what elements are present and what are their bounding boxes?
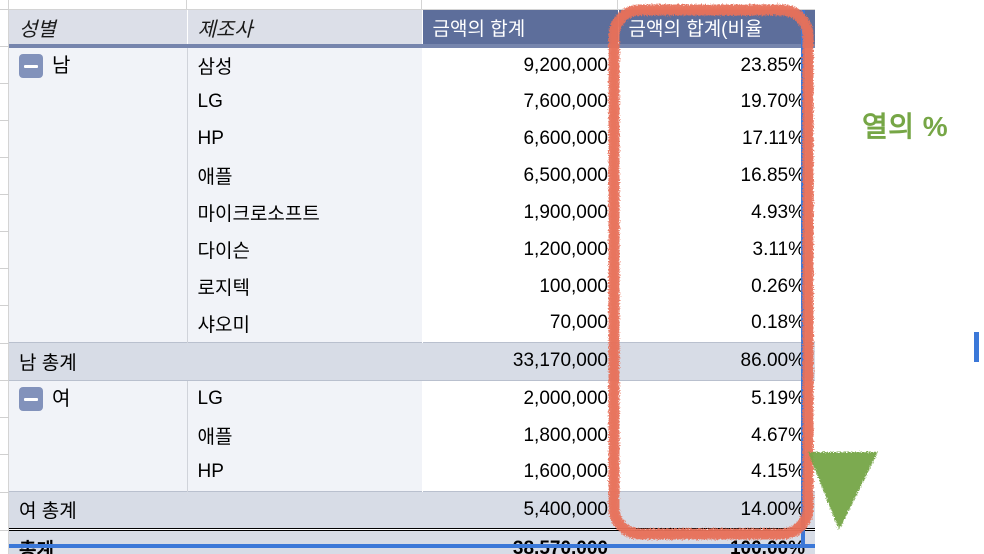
cell-gender[interactable]: [9, 83, 188, 120]
gender-label: 남: [52, 54, 71, 77]
cell-manufacturer[interactable]: [187, 490, 422, 530]
cell-amount-percent[interactable]: 0.18%: [618, 305, 815, 342]
cell-amount-percent[interactable]: 4.15%: [618, 454, 815, 491]
cell-manufacturer[interactable]: 삼성: [187, 46, 423, 83]
green-down-arrow-annotation: [808, 22, 878, 530]
cell-amount-sum[interactable]: 38,570,000: [422, 527, 618, 554]
table-row[interactable]: 여 총계 5,400,000 14.00%: [9, 490, 815, 530]
cell-manufacturer[interactable]: LG: [187, 380, 423, 417]
gender-group-cell: 남: [19, 53, 177, 78]
selection-marker-right-edge: [974, 332, 979, 362]
cell-amount-percent[interactable]: 3.11%: [618, 231, 815, 268]
cell-manufacturer[interactable]: [187, 527, 422, 554]
cell-amount-percent[interactable]: 4.67%: [618, 417, 815, 454]
column-header-gender[interactable]: 성별: [9, 10, 188, 48]
cell-gender[interactable]: 여 총계: [9, 490, 187, 530]
cell-amount-percent[interactable]: 16.85%: [618, 157, 815, 194]
cell-amount-sum[interactable]: 1,800,000: [422, 417, 618, 454]
cell-amount-percent[interactable]: 14.00%: [618, 490, 815, 530]
cell-manufacturer[interactable]: 애플: [187, 417, 423, 454]
table-header-row: 성별 제조사 금액의 합계 금액의 합계(비율: [9, 10, 815, 48]
selection-border-right: [801, 10, 805, 548]
cell-gender[interactable]: 여: [9, 380, 188, 417]
cell-amount-sum[interactable]: 33,170,000: [422, 341, 618, 381]
table-row[interactable]: 샤오미 70,000 0.18%: [9, 305, 815, 342]
cell-gender[interactable]: [9, 194, 188, 231]
cell-amount-percent[interactable]: 17.11%: [618, 120, 815, 157]
cell-gender[interactable]: [9, 454, 188, 491]
cell-manufacturer[interactable]: 마이크로소프트: [187, 194, 423, 231]
cell-amount-percent[interactable]: 5.19%: [618, 380, 815, 417]
table-row[interactable]: 다이슨 1,200,000 3.11%: [9, 231, 815, 268]
cell-gender[interactable]: [9, 417, 188, 454]
table-row[interactable]: 마이크로소프트 1,900,000 4.93%: [9, 194, 815, 231]
cell-manufacturer[interactable]: 애플: [187, 157, 423, 194]
cell-amount-sum[interactable]: 2,000,000: [422, 380, 618, 417]
cell-amount-sum[interactable]: 7,600,000: [422, 83, 618, 120]
cell-amount-sum[interactable]: 100,000: [422, 268, 618, 305]
pivot-table-sheet[interactable]: 성별 제조사 금액의 합계 금액의 합계(비율 남 삼성 9,200,000 23.8…: [0, 0, 815, 554]
sheet-row-above-header: [9, 0, 815, 10]
cell-gender[interactable]: 총계: [9, 527, 187, 554]
cell-amount-percent[interactable]: 100.00%: [618, 527, 815, 554]
selection-border-bottom: [9, 544, 815, 548]
cell-amount-percent[interactable]: 4.93%: [618, 194, 815, 231]
minus-icon[interactable]: [19, 386, 43, 411]
minus-icon[interactable]: [19, 53, 43, 78]
row-header-gutter: [0, 0, 9, 554]
column-header-amount[interactable]: 금액의 합계: [422, 10, 619, 48]
cell-amount-percent[interactable]: 23.85%: [618, 46, 815, 83]
gender-label: 여: [52, 387, 71, 410]
table-row[interactable]: HP 6,600,000 17.11%: [9, 120, 815, 157]
table-row[interactable]: 애플 6,500,000 16.85%: [9, 157, 815, 194]
cell-amount-sum[interactable]: 6,500,000: [422, 157, 618, 194]
column-header-maker[interactable]: 제조사: [187, 10, 423, 48]
cell-manufacturer[interactable]: [187, 341, 422, 381]
table-row[interactable]: 애플 1,800,000 4.67%: [9, 417, 815, 454]
gender-group-cell: 여: [19, 386, 177, 411]
column-header-percent[interactable]: 금액의 합계(비율: [618, 10, 815, 48]
cell-gender[interactable]: 남 총계: [9, 341, 187, 381]
annotation-label-column-percent: 열의 %: [862, 111, 949, 142]
cell-manufacturer[interactable]: 샤오미: [187, 305, 423, 342]
cell-gender[interactable]: [9, 120, 188, 157]
table-row[interactable]: LG 7,600,000 19.70%: [9, 83, 815, 120]
table-row[interactable]: 여 LG 2,000,000 5.19%: [9, 380, 815, 417]
cell-manufacturer[interactable]: LG: [187, 83, 423, 120]
cell-amount-percent[interactable]: 19.70%: [618, 83, 815, 120]
table-row[interactable]: HP 1,600,000 4.15%: [9, 454, 815, 491]
cell-gender[interactable]: [9, 157, 188, 194]
table-row[interactable]: 총계 38,570,000100.00%: [9, 527, 815, 554]
cell-amount-percent[interactable]: 86.00%: [618, 341, 815, 381]
cell-amount-percent[interactable]: 0.26%: [618, 268, 815, 305]
table-row[interactable]: 로지텍 100,000 0.26%: [9, 268, 815, 305]
cell-manufacturer[interactable]: 로지텍: [187, 268, 423, 305]
cell-manufacturer[interactable]: HP: [187, 120, 423, 157]
cell-manufacturer[interactable]: HP: [187, 454, 423, 491]
cell-gender[interactable]: [9, 305, 188, 342]
cell-gender[interactable]: [9, 268, 188, 305]
table-row[interactable]: 남 총계 33,170,000 86.00%: [9, 341, 815, 381]
table-row[interactable]: 남 삼성 9,200,000 23.85%: [9, 46, 815, 83]
cell-manufacturer[interactable]: 다이슨: [187, 231, 423, 268]
table-body: 남 삼성 9,200,000 23.85% LG 7,600,000 19.70% HP 6,6…: [9, 46, 815, 554]
cell-amount-sum[interactable]: 9,200,000: [422, 46, 618, 83]
cell-gender[interactable]: [9, 231, 188, 268]
cell-amount-sum[interactable]: 1,900,000: [422, 194, 618, 231]
cell-gender[interactable]: 남: [9, 46, 188, 83]
cell-amount-sum[interactable]: 70,000: [422, 305, 618, 342]
cell-amount-sum[interactable]: 1,200,000: [422, 231, 618, 268]
pivot-table[interactable]: 성별 제조사 금액의 합계 금액의 합계(비율 남 삼성 9,200,000 23.8…: [9, 10, 815, 554]
cell-amount-sum[interactable]: 6,600,000: [422, 120, 618, 157]
cell-amount-sum[interactable]: 5,400,000: [422, 490, 618, 530]
cell-amount-sum[interactable]: 1,600,000: [422, 454, 618, 491]
